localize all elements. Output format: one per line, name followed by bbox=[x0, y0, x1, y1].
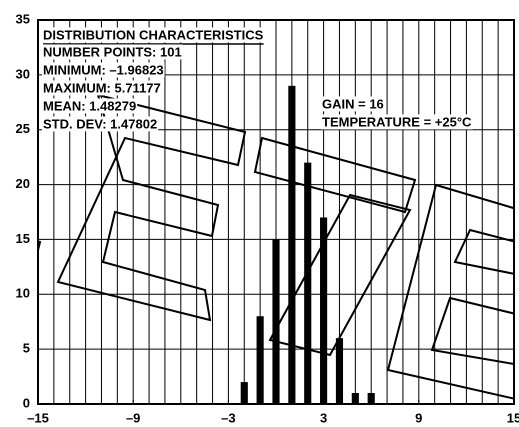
bar bbox=[241, 382, 248, 404]
x-tick-label: –9 bbox=[126, 410, 140, 425]
bar bbox=[352, 393, 359, 404]
x-tick-label: 9 bbox=[415, 410, 422, 425]
x-tick-label: 3 bbox=[320, 410, 327, 425]
annotation: NUMBER POINTS: 101 bbox=[43, 44, 182, 59]
x-tick-label: –3 bbox=[221, 410, 235, 425]
logo-shape bbox=[255, 138, 415, 212]
background-logo bbox=[10, 95, 519, 400]
logo-shape bbox=[432, 298, 519, 365]
logo-shape bbox=[388, 185, 519, 400]
annotations: DISTRIBUTION CHARACTERISTICS NUMBER POINT… bbox=[42, 27, 473, 131]
page: {"chart_data": { "type": "histogram", "b… bbox=[0, 0, 519, 427]
y-tick-label: 5 bbox=[23, 341, 30, 356]
bar bbox=[368, 393, 375, 404]
bar bbox=[336, 338, 343, 404]
y-tick-label: 35 bbox=[16, 11, 30, 26]
chart: DISTRIBUTION CHARACTERISTICS NUMBER POINT… bbox=[0, 0, 519, 427]
y-tick-label: 20 bbox=[16, 176, 30, 191]
annotation: DISTRIBUTION CHARACTERISTICS bbox=[43, 27, 264, 42]
x-tick-label: –15 bbox=[27, 410, 49, 425]
y-tick-label: 25 bbox=[16, 121, 30, 136]
annotation: MAXIMUM: 5.71177 bbox=[43, 80, 161, 95]
y-tick-label: 30 bbox=[16, 66, 30, 81]
bar bbox=[272, 239, 279, 404]
annotation: TEMPERATURE = +25°C bbox=[322, 114, 472, 129]
bar bbox=[288, 86, 295, 404]
annotation: MINIMUM: –1.96823 bbox=[43, 62, 164, 77]
y-tick-label: 15 bbox=[16, 231, 30, 246]
logo-shape bbox=[455, 230, 519, 275]
bar bbox=[304, 163, 311, 404]
bar bbox=[320, 217, 327, 404]
bar bbox=[257, 316, 264, 404]
annotation: MEAN: 1.48279 bbox=[43, 98, 136, 113]
annotation: GAIN = 16 bbox=[322, 96, 384, 111]
y-tick-label: 10 bbox=[16, 286, 30, 301]
y-tick-label: 0 bbox=[23, 395, 30, 410]
x-tick-label: 15 bbox=[507, 410, 519, 425]
annotation: STD. DEV: 1.47802 bbox=[43, 116, 157, 131]
